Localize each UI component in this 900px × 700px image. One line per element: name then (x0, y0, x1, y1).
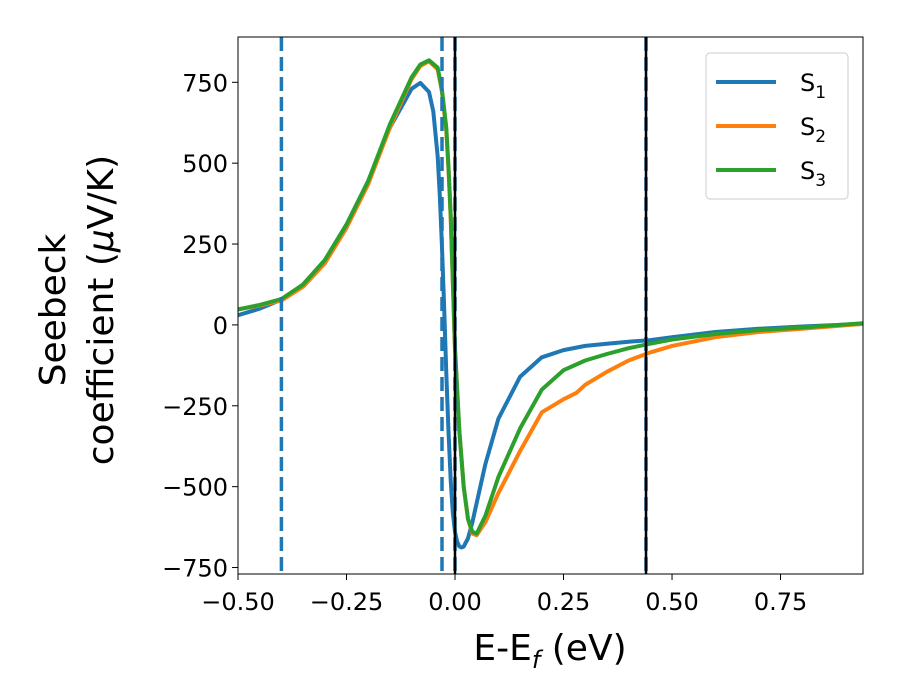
y-axis-label-line1: Seebeck (33, 233, 74, 386)
x-tick-label: −0.25 (310, 588, 384, 616)
series-line-3 (238, 58, 863, 536)
x-tick-label: 0.50 (645, 588, 698, 616)
x-tick-label: 0.25 (537, 588, 590, 616)
mu-symbol: μ (81, 229, 122, 253)
y-tick-label: −500 (162, 474, 228, 502)
x-axis-label-suffix: (eV) (540, 628, 626, 669)
x-axis: −0.50 −0.25 0.00 0.25 0.50 0.75 (201, 574, 807, 616)
plot-frame (237, 36, 864, 575)
x-tick-label: 0.00 (428, 588, 481, 616)
y-tick-label: 0 (213, 312, 228, 340)
y-axis-label: Seebeck coefficient (μV/K) (33, 155, 122, 465)
y-tick-label: 750 (182, 69, 228, 97)
legend-box (705, 52, 849, 200)
y-tick-label: −750 (162, 555, 228, 583)
legend-label-2: S2 (800, 113, 826, 147)
y-axis: −750 −500 −250 0 250 500 750 (162, 69, 238, 583)
y-tick-label: 500 (182, 150, 228, 178)
legend-label-3: S3 (800, 157, 826, 191)
legend: S1 S2 S3 (705, 52, 849, 200)
y-tick-label: −250 (162, 393, 228, 421)
y-axis-label-line2: coefficient (μV/K) (81, 155, 122, 465)
y-tick-label: 250 (182, 231, 228, 259)
x-tick-label: −0.50 (201, 588, 275, 616)
x-tick-label: 0.75 (754, 588, 807, 616)
plot-area (238, 37, 863, 574)
legend-label-1: S1 (800, 69, 826, 103)
x-axis-label: E-Ef (eV) (473, 628, 626, 674)
